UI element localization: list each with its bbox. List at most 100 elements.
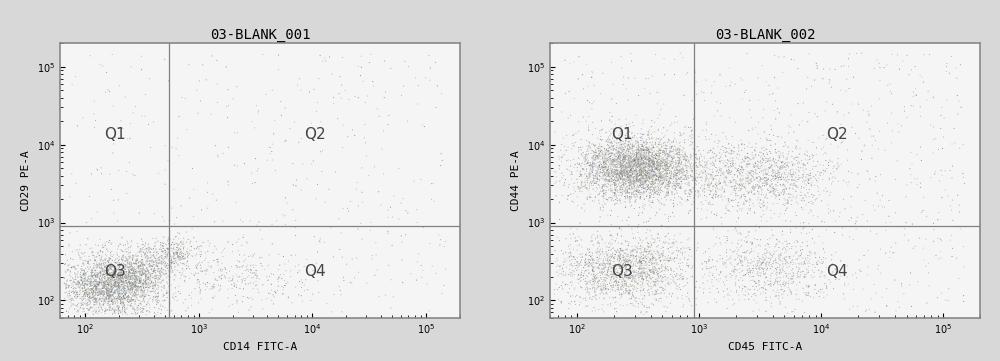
Point [599,252,615,258]
Point [722,65,738,70]
Point [147,276,163,282]
Point [763,266,779,271]
Point [106,252,122,258]
Point [145,285,161,291]
Point [150,273,166,279]
Point [651,296,667,301]
Point [598,272,614,278]
Point [694,266,710,272]
Point [621,160,637,166]
Point [666,195,682,200]
Point [578,156,594,162]
Point [729,151,745,157]
Point [672,156,688,162]
Point [86,281,102,287]
Point [769,275,785,281]
Point [778,156,794,162]
Point [708,188,724,194]
Point [738,234,754,240]
Point [140,292,156,298]
Point [267,168,283,173]
Point [614,273,630,278]
Point [686,168,702,173]
Point [671,172,687,178]
Point [619,145,635,151]
Point [671,158,687,164]
Point [621,121,637,127]
Point [64,289,80,295]
Point [757,168,773,174]
Point [629,173,645,178]
Point [74,283,90,288]
Point [768,193,784,199]
Point [624,278,640,284]
Point [632,162,648,168]
Point [679,276,695,282]
Point [139,281,155,287]
Point [780,281,796,287]
Point [410,101,426,107]
Point [157,247,173,253]
Point [707,158,723,164]
Point [213,283,229,289]
Point [247,283,263,288]
Point [621,268,637,274]
Point [84,283,100,288]
Point [736,191,752,197]
Point [287,225,303,230]
Point [606,156,622,162]
Point [669,201,685,207]
Point [602,172,618,178]
Point [80,292,96,298]
Point [727,188,743,193]
Point [724,134,740,139]
Point [76,276,92,282]
Point [599,272,615,278]
Point [629,253,645,258]
Point [580,180,596,186]
Point [94,290,110,296]
Point [82,297,98,303]
Point [723,260,739,266]
Point [590,240,606,245]
Point [956,264,972,270]
Point [626,192,642,198]
Point [615,167,631,173]
Point [629,151,645,157]
Point [682,133,698,139]
Point [112,267,128,273]
Point [102,286,118,292]
Point [588,155,604,161]
Point [84,292,100,297]
Point [610,248,626,253]
Text: Q1: Q1 [104,127,125,142]
Point [624,119,640,125]
Point [121,268,137,274]
Point [111,277,127,282]
Point [759,297,775,303]
Point [114,249,130,255]
Point [718,179,734,185]
Point [611,170,627,176]
Point [684,186,700,192]
Point [258,91,274,97]
Point [628,139,644,144]
Point [599,156,615,161]
Point [772,256,788,262]
Point [744,246,760,252]
Point [106,282,122,288]
Point [653,273,669,279]
Point [589,260,605,266]
Point [312,52,328,58]
Point [584,238,600,244]
Point [235,276,251,282]
Point [630,176,646,182]
Point [94,253,110,259]
Point [580,172,596,178]
Point [624,173,640,179]
Point [725,190,741,195]
Point [608,184,624,190]
Point [122,298,138,304]
Point [670,146,686,152]
Point [124,270,140,276]
